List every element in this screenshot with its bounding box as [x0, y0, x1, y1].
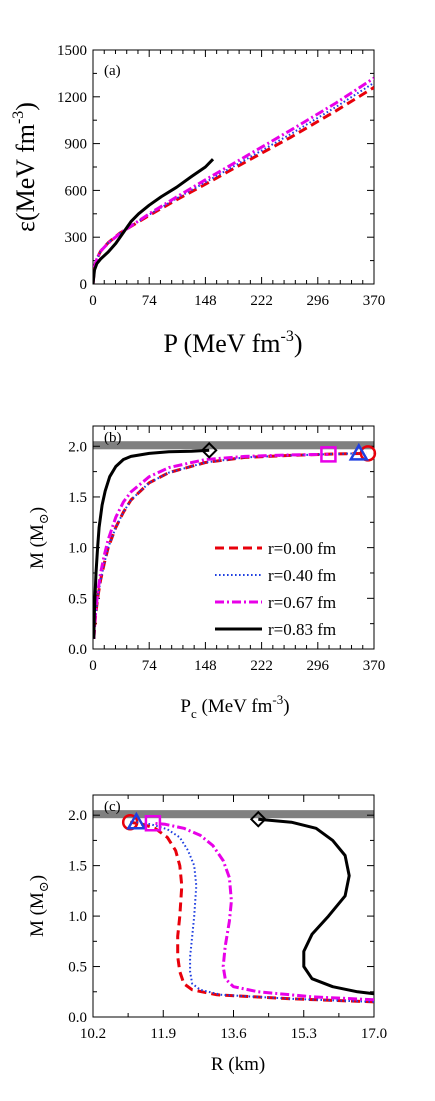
x-axis-label-b-sup: -3 [272, 692, 283, 707]
y-tick-label: 0 [80, 277, 88, 293]
y-axis-label-b: M (M⊙) [27, 507, 51, 569]
y-tick-label: 1.5 [68, 490, 87, 506]
x-tick-label: 11.9 [150, 1026, 176, 1042]
x-axis-label-b: Pc (MeV fm-3) [180, 692, 289, 721]
y-tick-label: 1.5 [68, 859, 87, 875]
x-tick-label: 0 [89, 658, 97, 674]
y-axis-label-c-main: M (M [27, 892, 48, 937]
panel-label-a: (a) [104, 63, 121, 79]
x-tick-label: 0 [89, 293, 97, 309]
y-tick-label: 600 [65, 183, 88, 199]
y-tick-label: 2.0 [68, 808, 87, 824]
y-tick-label: 1.0 [68, 541, 87, 557]
x-tick-label: 148 [194, 293, 217, 309]
series-line-1 [93, 452, 359, 639]
y-axis-label-b-end: ) [27, 507, 48, 513]
y-tick-label: 300 [65, 230, 88, 246]
x-tick-label: 296 [307, 293, 330, 309]
x-axis-label-a-main: P (MeV fm [164, 329, 281, 358]
series-line-0 [129, 820, 374, 1004]
y-tick-label: 0.5 [68, 960, 87, 976]
panel-label-b: (b) [104, 430, 122, 446]
tick-labels-b: 0 74 148 222 296 370 0.0 0.5 1.0 1.5 2.0 [68, 439, 385, 674]
x-tick-label: 222 [250, 658, 273, 674]
y-tick-label: 1200 [57, 90, 87, 106]
x-tick-label: 10.2 [80, 1026, 106, 1042]
series-group-a [93, 76, 374, 284]
x-axis-label-b-sub: c [191, 706, 197, 721]
x-tick-label: 13.6 [220, 1026, 247, 1042]
tick-labels-c: 10.2 11.9 13.6 15.3 17.0 0.0 0.5 1.0 1.5 2.0 [68, 808, 387, 1042]
max-mass-marker-triangle [126, 811, 147, 830]
y-tick-label: 1500 [57, 43, 87, 59]
series-line-0 [93, 451, 367, 640]
x-axis-label-b-main: P [180, 696, 191, 717]
x-axis-label-c: R (km) [211, 1054, 265, 1075]
y-axis-label-c: M (M⊙) [27, 875, 51, 937]
max-mass-marker-triangle [348, 442, 369, 461]
series-line-2 [93, 76, 374, 284]
x-tick-label: 370 [363, 658, 386, 674]
band-c [93, 810, 374, 819]
x-tick-label: 74 [142, 658, 158, 674]
y-tick-label: 0.0 [68, 642, 87, 658]
y-tick-label: 0.5 [68, 591, 87, 607]
series-group-c [121, 810, 374, 1004]
x-axis-label-a-sup: -3 [281, 328, 294, 345]
x-axis-label-b-mid: (MeV fm [197, 696, 273, 717]
series-line-1 [93, 81, 374, 284]
panel-a: (a) 0 74 148 222 296 370 0 300 600 900 1200 1500 P … [10, 43, 385, 358]
ticks-a [92, 49, 375, 285]
plot-frame-b [92, 425, 375, 650]
observational-band [93, 441, 374, 450]
y-axis-label-c-end: ) [27, 875, 48, 881]
x-tick-label: 15.3 [291, 1026, 317, 1042]
panel-label-c: (c) [104, 799, 121, 815]
max-mass-marker-diamond [200, 441, 218, 459]
y-axis-label-b-sub: ⊙ [36, 513, 51, 524]
legend-b: r=0.00 fm r=0.40 fm r=0.67 fm r=0.83 fm [215, 539, 336, 639]
x-tick-label: 370 [363, 293, 386, 309]
series-line-3 [93, 448, 210, 639]
x-tick-label: 222 [250, 293, 273, 309]
x-tick-label: 296 [307, 658, 330, 674]
series-group-b [93, 441, 377, 640]
y-axis-label-a-main: ε(MeV fm [11, 124, 40, 232]
y-axis-label-c-sub: ⊙ [36, 881, 51, 892]
ticks-c [92, 795, 375, 1018]
series-line-2 [93, 452, 329, 639]
y-tick-label: 2.0 [68, 439, 87, 455]
band-b [93, 441, 374, 450]
legend-label: r=0.67 fm [268, 593, 336, 612]
panel-b: (b) 0 74 148 222 296 370 0.0 0.5 1.0 1.5 2.0 r=0.0… [27, 425, 385, 721]
y-tick-label: 0.0 [68, 1010, 87, 1026]
observational-band [93, 810, 374, 819]
max-mass-marker-diamond [249, 810, 267, 828]
x-axis-label-a-end: ) [294, 329, 303, 358]
series-line-2 [152, 821, 374, 1002]
max-mass-marker-square [320, 446, 337, 463]
panel-c: (c) 10.2 11.9 13.6 15.3 17.00.00.51.01.52.0 … [27, 794, 387, 1075]
x-tick-label: 148 [194, 658, 217, 674]
y-axis-label-a-end: ) [11, 102, 40, 111]
series-line-0 [93, 86, 374, 284]
legend-label: r=0.83 fm [268, 620, 336, 639]
x-axis-label-b-end: ) [283, 696, 289, 717]
x-tick-label: 74 [142, 293, 158, 309]
y-axis-label-a-sup: -3 [10, 111, 27, 124]
y-tick-label: 900 [65, 137, 88, 153]
legend-label: r=0.40 fm [268, 566, 336, 585]
series-line-3 [258, 817, 374, 996]
x-tick-label: 17.0 [361, 1026, 387, 1042]
y-axis-label-b-main: M (M [27, 524, 48, 569]
y-axis-label-a: ε(MeV fm-3) [10, 102, 40, 232]
series-line-3 [93, 158, 215, 284]
y-tick-label: 1.0 [68, 909, 87, 925]
x-axis-label-a: P (MeV fm-3) [164, 328, 303, 358]
tick-labels-a: 0 74 148 222 296 370 0 300 600 900 1200 1500 [57, 43, 385, 309]
legend-label: r=0.00 fm [268, 539, 336, 558]
max-mass-marker-square [144, 815, 162, 832]
